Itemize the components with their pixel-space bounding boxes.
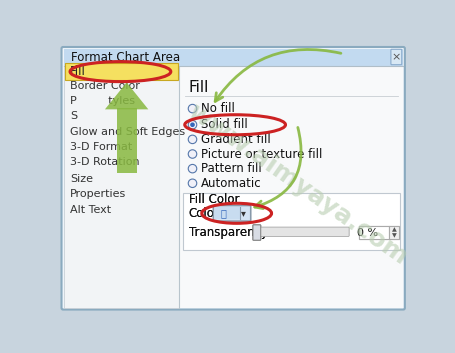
Text: Transparency:: Transparency: [189,226,271,239]
Text: Pattern fill: Pattern fill [201,162,262,175]
Text: P         tyles: P tyles [70,96,135,106]
FancyArrowPatch shape [255,127,301,209]
Polygon shape [116,108,136,173]
Text: Properties: Properties [70,189,126,199]
Circle shape [188,164,197,173]
Text: Format Chart Area: Format Chart Area [71,51,180,64]
Text: Color:: Color: [189,207,223,220]
Text: Fill: Fill [189,79,209,95]
Text: 0 %: 0 % [357,228,378,238]
FancyBboxPatch shape [359,226,389,239]
FancyBboxPatch shape [389,226,399,239]
FancyBboxPatch shape [359,226,389,239]
Text: Border Color: Border Color [70,81,140,91]
Polygon shape [105,82,148,109]
Text: ▾: ▾ [241,208,246,218]
FancyBboxPatch shape [215,207,240,220]
FancyBboxPatch shape [179,67,403,308]
Text: Fill Color: Fill Color [189,193,239,206]
Circle shape [188,150,197,158]
Text: ⛏: ⛏ [221,208,227,218]
FancyBboxPatch shape [253,225,261,240]
FancyBboxPatch shape [391,49,402,65]
FancyBboxPatch shape [215,207,240,220]
Circle shape [188,135,197,144]
Text: 3-D Format: 3-D Format [70,142,132,152]
FancyBboxPatch shape [253,225,261,240]
FancyBboxPatch shape [213,205,251,221]
FancyBboxPatch shape [389,226,399,239]
Text: Glow and Soft Edges: Glow and Soft Edges [70,127,185,137]
Text: S: S [70,110,77,120]
Text: No fill: No fill [201,102,235,115]
Text: Alt Text: Alt Text [70,205,111,215]
Text: Transparency:: Transparency: [189,226,271,239]
Text: Solid fill: Solid fill [201,118,248,131]
Circle shape [188,120,197,129]
FancyBboxPatch shape [64,49,403,66]
Text: ▾: ▾ [241,208,246,218]
Text: ▲: ▲ [392,227,396,232]
FancyBboxPatch shape [213,205,251,221]
Text: ▲: ▲ [392,227,396,232]
Text: www.aimyaya.com: www.aimyaya.com [183,100,411,270]
FancyArrowPatch shape [215,49,341,101]
Circle shape [188,104,197,113]
FancyBboxPatch shape [254,227,349,237]
FancyBboxPatch shape [254,227,349,237]
Text: 0 %: 0 % [357,228,378,238]
Text: Gradient fill: Gradient fill [201,133,271,146]
Text: ▼: ▼ [392,233,396,238]
Text: ▼: ▼ [392,233,396,238]
Text: 3-D Rotation: 3-D Rotation [70,157,140,167]
Circle shape [188,179,197,187]
Text: Automatic: Automatic [201,177,262,190]
Text: ×: × [392,52,401,62]
Text: Size: Size [70,174,93,184]
FancyBboxPatch shape [61,47,405,310]
FancyBboxPatch shape [64,67,178,308]
Text: Fill Color: Fill Color [189,193,239,206]
Text: Picture or texture fill: Picture or texture fill [201,148,323,161]
FancyBboxPatch shape [65,63,178,80]
Circle shape [190,122,195,127]
Text: Color:: Color: [189,207,223,220]
Text: Fill: Fill [70,65,86,78]
Text: ⛏: ⛏ [221,208,227,218]
FancyBboxPatch shape [183,192,400,250]
